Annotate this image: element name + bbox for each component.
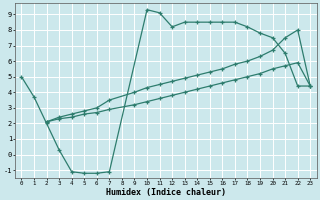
X-axis label: Humidex (Indice chaleur): Humidex (Indice chaleur) [106, 188, 226, 197]
